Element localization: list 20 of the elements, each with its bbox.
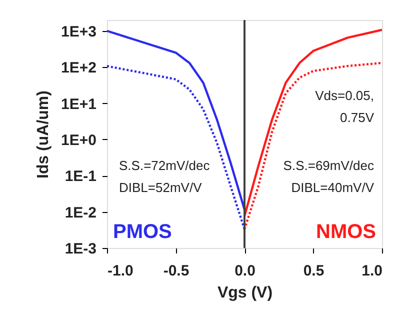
annotation: Vds=0.05, 0.75V xyxy=(315,88,374,125)
x-axis-title: Vgs (V) xyxy=(217,284,273,302)
x-tick-label: 0.0 xyxy=(234,262,256,280)
text: PMOS xyxy=(113,221,172,243)
x-tick-label: -1.0 xyxy=(108,262,134,280)
y-tick-label: 1E+3 xyxy=(61,23,96,40)
y-tick-label: 1E-2 xyxy=(64,204,96,222)
annotation: S.S.=69mV/dec DIBL=40mV/V xyxy=(283,158,374,195)
x-tick-label: 1.0 xyxy=(362,262,382,280)
y-tick-label: 1E+1 xyxy=(61,96,96,113)
y-tick-label: 1E-3 xyxy=(64,240,96,258)
text: NMOS xyxy=(316,221,376,243)
y-tick-label: 1E+2 xyxy=(61,60,96,77)
annotation: S.S.=72mV/dec DIBL=52mV/V xyxy=(119,158,210,195)
x-tick-label: -0.5 xyxy=(163,262,190,280)
y-axis-title: Ids (uA/um) xyxy=(35,90,52,178)
y-tick-label: 1E-1 xyxy=(64,168,96,186)
x-tick-label: 0.5 xyxy=(303,262,324,280)
y-tick-label: 1E+0 xyxy=(61,132,96,149)
line-series xyxy=(107,30,246,211)
